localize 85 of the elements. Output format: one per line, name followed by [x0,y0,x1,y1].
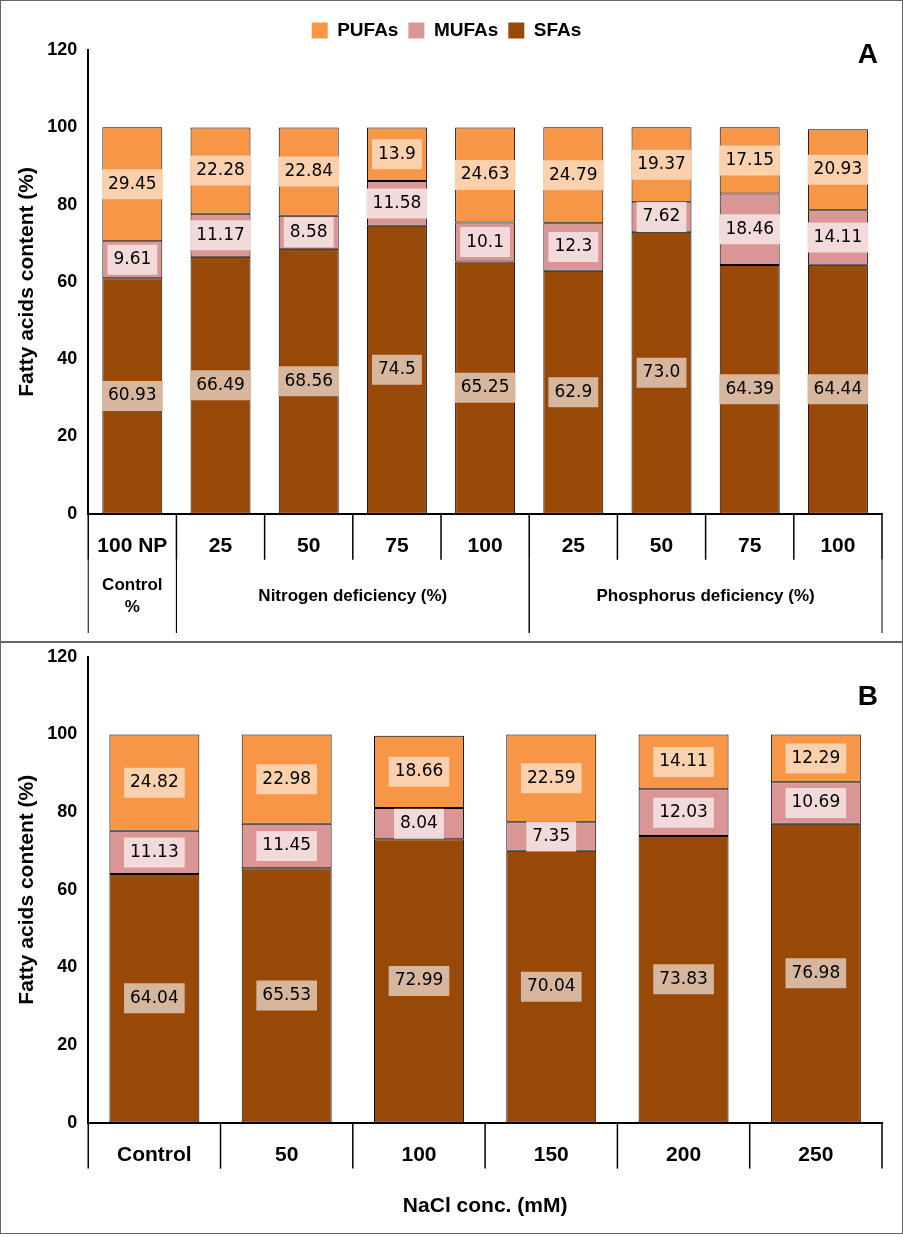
x-tick-label: 25 [561,533,586,557]
x-tick-label: 50 [649,533,674,557]
y-tick-label: 120 [47,645,78,666]
y-tick-label: 20 [57,1033,78,1054]
x-tick-label: 100 [467,533,503,557]
y-axis-title: Fatty acids content (%) [14,774,38,1005]
y-tick-label: 20 [57,425,78,446]
x-axis-title: NaCl conc. (mM) [402,1193,568,1217]
data-label: 74.5 [377,358,416,379]
data-label: 12.3 [554,235,593,256]
text: Nitrogen deficiency (%) [258,586,448,606]
y-tick-label: 60 [57,270,78,291]
data-label: 13.9 [377,142,416,163]
data-label: 11.58 [372,191,422,212]
y-tick-label: 80 [57,801,78,822]
annotation: A [857,37,878,69]
legend-label: PUFAs [337,18,399,40]
data-label: 73.83 [659,967,708,988]
annotation: B [857,679,878,711]
data-label: 19.37 [637,153,686,174]
data-label: 65.53 [262,983,312,1004]
data-label: 22.59 [526,766,576,787]
y-tick-label: 80 [57,193,78,214]
legend-label: MUFAs [433,18,499,40]
data-label: 7.62 [642,205,681,226]
data-label: 24.79 [548,163,598,184]
data-label: 10.69 [791,791,841,812]
data-label: 66.49 [196,373,245,394]
x-tick-label: 75 [738,533,762,557]
data-label: 60.93 [107,384,157,405]
data-label: 8.04 [400,812,438,833]
y-tick-label: 100 [47,723,78,744]
y-tick-label: 60 [57,878,78,899]
x-tick-label: 100 [401,1142,437,1165]
x-tick-label: 100 NP [97,533,168,557]
legend-label: SFAs [533,18,582,40]
x-tick-label: 200 [666,1142,702,1165]
y-axis-title: Fatty acids content (%) [14,166,38,397]
data-label: 7.35 [532,824,571,845]
x-tick-label: 150 [533,1142,569,1165]
data-label: 22.98 [262,767,312,788]
data-label: 17.15 [725,148,775,169]
data-label: 18.46 [725,217,775,238]
data-label: 68.56 [284,369,334,390]
data-label: 76.98 [791,961,841,982]
data-label: 14.11 [659,750,708,771]
data-label: 10.1 [466,230,505,251]
x-tick-label: 25 [208,533,233,557]
data-label: 8.58 [289,220,328,241]
x-tick-label: 50 [297,533,321,557]
y-tick-label: 40 [57,956,78,977]
data-label: 22.84 [284,159,334,180]
data-label: 24.82 [130,771,179,792]
y-tick-label: 0 [67,1111,78,1132]
x-tick-label: 50 [274,1142,299,1165]
y-tick-label: 0 [67,502,78,523]
data-label: 72.99 [394,969,444,990]
text: Control % [102,575,163,617]
y-tick-label: 100 [47,116,78,137]
y-tick-label: 40 [57,348,78,369]
data-label: 29.45 [107,172,157,193]
data-label: 62.9 [554,380,593,401]
data-label: 22.28 [196,159,245,180]
data-label: 11.13 [130,840,179,861]
x-tick-label: Control [117,1142,192,1165]
data-label: 64.04 [130,986,179,1007]
data-label: 14.11 [813,225,863,246]
data-label: 11.45 [262,834,312,855]
data-label: 20.93 [813,158,863,179]
data-label: 64.44 [813,377,863,398]
data-label: 9.61 [113,248,152,269]
data-label: 12.03 [659,801,708,822]
text: Phosphorus deficiency (%) [596,586,815,606]
y-tick-label: 120 [47,38,78,59]
x-tick-label: 250 [798,1142,834,1165]
data-label: 12.29 [791,746,841,767]
data-label: 18.66 [394,760,444,781]
x-tick-label: 100 [820,533,856,557]
data-label: 64.39 [725,377,775,398]
data-label: 70.04 [526,975,576,996]
data-label: 65.25 [460,376,510,397]
data-label: 11.17 [196,223,245,244]
x-tick-label: 75 [385,533,409,557]
data-label: 73.0 [642,361,681,382]
data-label: 24.63 [460,163,510,184]
